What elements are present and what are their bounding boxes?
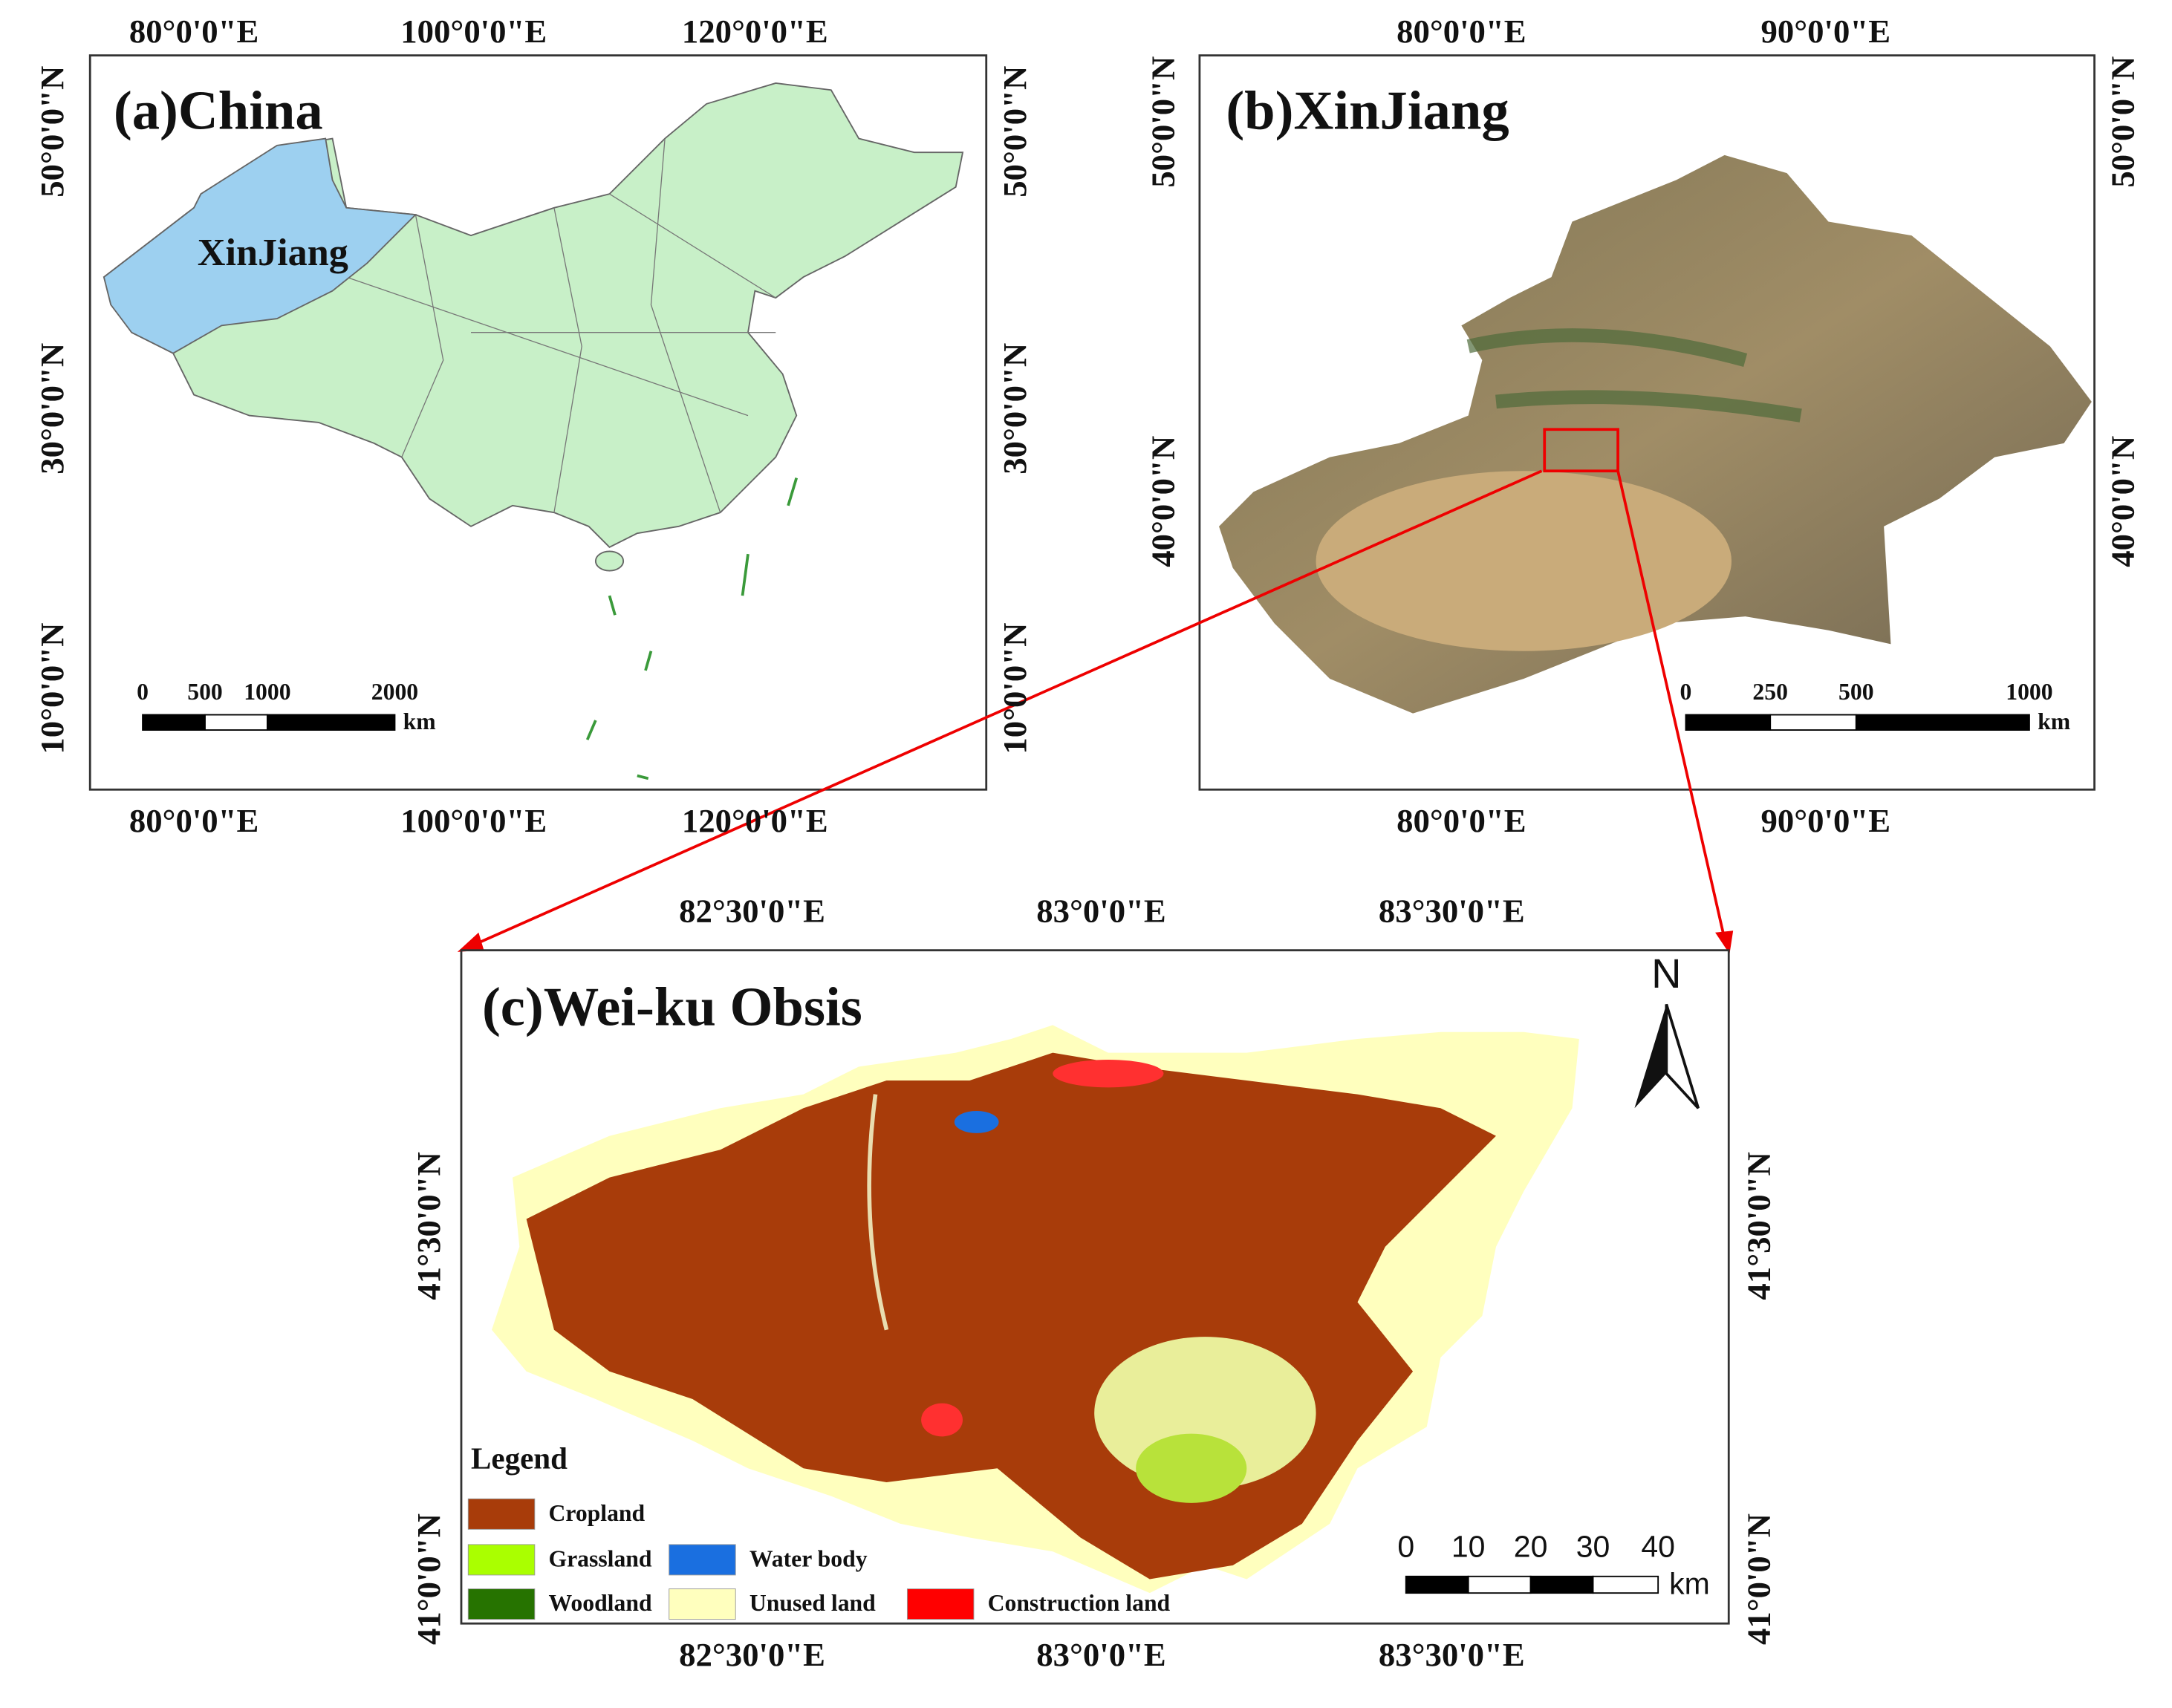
scale-label: 10 [1451,1529,1486,1563]
scale-label: 30 [1576,1529,1610,1563]
panel-title: (a)China [114,80,323,141]
longitude-label: 90°0'0"E [1761,13,1891,50]
china-map [88,54,988,791]
scale-bar [1685,714,1772,731]
longitude-label: 80°0'0"E [129,802,259,839]
scale-label: 0 [1680,679,1692,705]
latitude-label: 50°0'0"N [1144,56,1181,188]
scale-bar [1855,714,2030,731]
north-label: N [1651,950,1681,997]
scale-label: 2000 [371,679,418,705]
labels: (a)China 80°0'0"E 80°0'0"E 100°0'0"E 100°0'0… [33,13,2142,1673]
scale-unit: km [1669,1567,1710,1601]
scale-label: 20 [1514,1529,1548,1563]
scale-bar [266,714,396,731]
legend-swatch [467,1588,536,1620]
latitude-label: 41°0'0"N [1740,1513,1777,1645]
scale-label: 0 [137,679,149,705]
longitude-label: 82°30'0"E [679,1636,825,1673]
latitude-label: 50°0'0"N [33,66,71,198]
longitude-label: 90°0'0"E [1761,802,1891,839]
scale-label: 40 [1641,1529,1675,1563]
longitude-label: 83°30'0"E [1379,892,1525,929]
legend-swatch [906,1588,975,1620]
scale-bar [1769,714,1857,731]
latitude-label: 10°0'0"N [33,623,71,754]
scale-label: 0 [1397,1529,1414,1563]
scale-label: 1000 [244,679,290,705]
scale-label: 500 [187,679,223,705]
scale-label: 1000 [2006,679,2052,705]
longitude-label: 82°30'0"E [679,892,825,929]
latitude-label: 40°0'0"N [1144,436,1181,567]
latitude-label: 10°0'0"N [996,623,1033,754]
legend-swatch [467,1498,536,1530]
latitude-label: 41°0'0"N [410,1513,447,1645]
longitude-label: 83°0'0"E [1036,1636,1166,1673]
latitude-label: 30°0'0"N [996,343,1033,475]
oasis-map [460,949,1730,1625]
scale-bar [142,714,206,731]
legend-swatch [669,1588,736,1620]
latitude-label: 30°0'0"N [33,343,71,475]
longitude-label: 100°0'0"E [400,802,547,839]
longitude-label: 100°0'0"E [400,13,547,50]
longitude-label: 120°0'0"E [682,802,828,839]
legend-label: Construction land [988,1590,1171,1616]
latitude-label: 41°30'0"N [410,1152,447,1300]
legend-label: Unused land [750,1590,876,1616]
legend-label: Woodland [548,1590,651,1616]
legend-label: Water body [750,1546,868,1572]
scale-unit: km [2038,708,2070,734]
scale-bar [1467,1575,1532,1594]
scale-label: 250 [1752,679,1788,705]
legend-label: Grassland [548,1546,651,1572]
latitude-label: 40°0'0"N [2104,436,2142,567]
longitude-label: 80°0'0"E [1396,13,1526,50]
scale-bar [1405,1575,1469,1594]
region-label: XinJiang [198,231,348,274]
legend-title: Legend [471,1441,568,1475]
scale-unit: km [403,708,436,734]
latitude-label: 50°0'0"N [996,66,1033,198]
legend-swatch [669,1544,736,1576]
panel-title: (b)XinJiang [1226,80,1509,141]
latitude-label: 50°0'0"N [2104,56,2142,188]
scale-bar [1592,1575,1659,1594]
xinjiang-map [1198,54,2095,791]
longitude-label: 83°0'0"E [1036,892,1166,929]
longitude-label: 120°0'0"E [682,13,828,50]
longitude-label: 83°30'0"E [1379,1636,1525,1673]
legend-swatch [467,1544,536,1576]
scale-bar [1529,1575,1594,1594]
scale-bar [204,714,268,731]
legend-label: Cropland [548,1500,645,1526]
longitude-label: 80°0'0"E [129,13,259,50]
longitude-label: 80°0'0"E [1396,802,1526,839]
latitude-label: 41°30'0"N [1740,1152,1777,1300]
scale-label: 500 [1838,679,1874,705]
panel-title: (c)Wei-ku Obsis [482,977,862,1037]
